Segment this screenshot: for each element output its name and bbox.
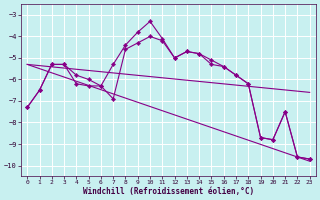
- X-axis label: Windchill (Refroidissement éolien,°C): Windchill (Refroidissement éolien,°C): [83, 187, 254, 196]
